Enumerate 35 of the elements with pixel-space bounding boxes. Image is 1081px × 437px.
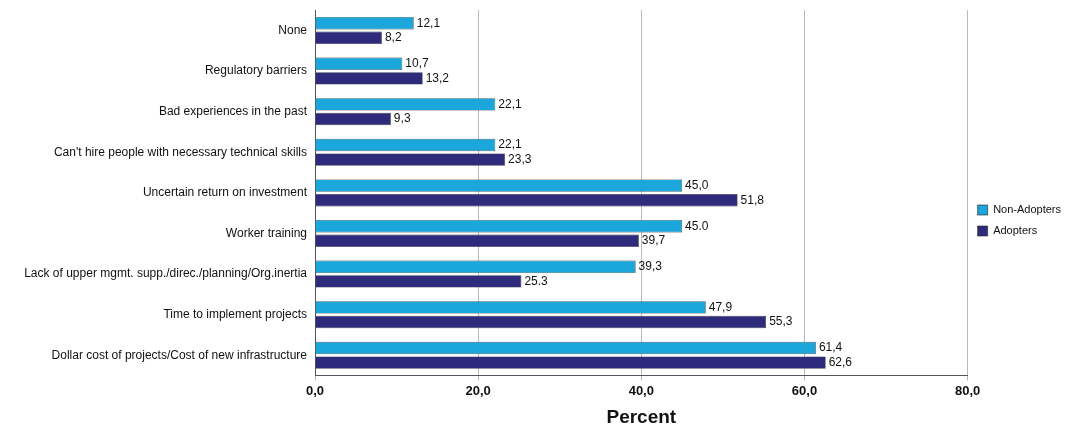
data-label: 55,3 bbox=[769, 314, 793, 329]
x-axis-title: Percent bbox=[606, 405, 677, 427]
x-tick-label: 0,0 bbox=[305, 382, 325, 398]
y-tick-label: Lack of upper mgmt. supp./direc./planning/Org.inertia bbox=[24, 266, 308, 281]
data-label: 45.0 bbox=[685, 218, 709, 233]
y-tick-label: Regulatory barriers bbox=[204, 63, 307, 78]
y-tick-label: Uncertain return on investment bbox=[142, 185, 308, 200]
data-label: 62,6 bbox=[828, 354, 853, 369]
y-tick-label: Worker training bbox=[225, 225, 307, 240]
data-label: 39,7 bbox=[641, 233, 666, 248]
data-label: 51,8 bbox=[740, 192, 765, 207]
data-label: 12,1 bbox=[416, 15, 441, 30]
legend-label: Non-Adopters bbox=[993, 203, 1062, 216]
y-tick-label: Dollar cost of projects/Cost of new infrastructure bbox=[51, 347, 308, 362]
data-label: 9,3 bbox=[393, 111, 411, 126]
x-tick-label: 20,0 bbox=[465, 382, 491, 398]
data-label: 47,9 bbox=[708, 299, 733, 314]
data-label: 8,2 bbox=[384, 30, 402, 45]
data-label: 22,1 bbox=[498, 96, 522, 111]
data-label: 45,0 bbox=[685, 177, 709, 192]
data-label: 25.3 bbox=[524, 273, 549, 288]
x-tick-label: 80,0 bbox=[954, 382, 981, 398]
data-label: 61,4 bbox=[818, 340, 843, 355]
data-label: 22,1 bbox=[498, 137, 522, 152]
data-label: 39,3 bbox=[638, 259, 663, 274]
y-tick-label: Can't hire people with necessary technical skills bbox=[53, 144, 307, 159]
legend-label: Adopters bbox=[993, 224, 1038, 237]
y-tick-label: Time to implement projects bbox=[163, 307, 307, 322]
y-tick-label: Bad experiences in the past bbox=[158, 104, 308, 119]
x-tick-label: 60,0 bbox=[791, 382, 818, 398]
x-tick-label: 40,0 bbox=[628, 382, 654, 398]
y-tick-label: None bbox=[278, 22, 308, 37]
data-label: 13,2 bbox=[425, 70, 450, 85]
data-label: 10,7 bbox=[405, 56, 429, 71]
data-label: 23,3 bbox=[508, 151, 532, 166]
